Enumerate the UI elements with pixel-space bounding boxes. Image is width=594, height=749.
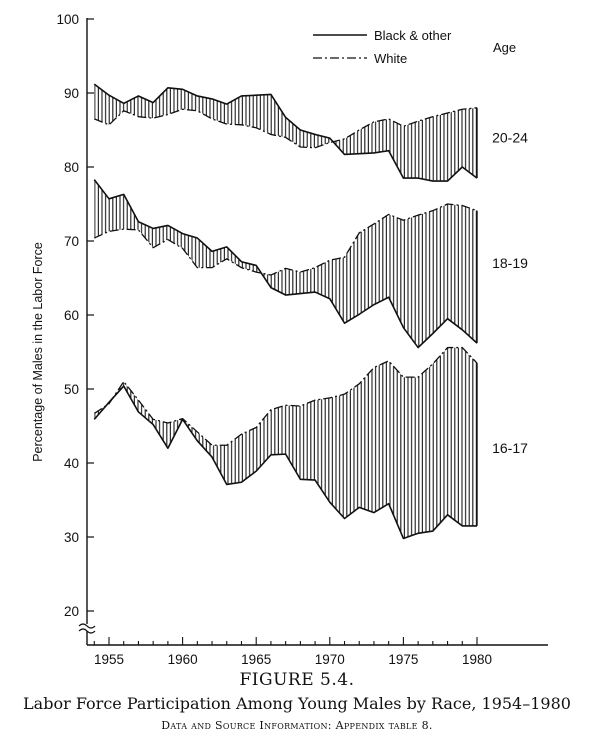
y-tick-label: 80 <box>64 160 79 175</box>
y-tick-label: 40 <box>64 456 79 471</box>
x-tick-label: 1960 <box>168 652 198 665</box>
gap-hatch-18-19 <box>94 179 478 348</box>
white-line-20-24 <box>94 107 478 149</box>
black-line-20-24 <box>93 83 478 182</box>
age-label: 18-19 <box>492 255 528 271</box>
x-ticks: 1955 1960 1965 1970 1975 1980 <box>93 637 492 665</box>
legend-white-label: White <box>374 51 407 66</box>
axis-break-wave-bottom <box>78 628 96 634</box>
black-line-16-17 <box>93 385 477 540</box>
y-tick-label: 100 <box>56 12 79 27</box>
series-lines-layer <box>93 83 478 540</box>
axis-break-wave-top <box>78 623 96 629</box>
x-tick-label: 1980 <box>462 652 492 665</box>
x-tick-label: 1970 <box>315 652 345 665</box>
y-tick-label: 30 <box>64 530 79 545</box>
age-group-labels: 20-24 18-19 16-17 <box>492 129 528 456</box>
y-tick-label: 90 <box>64 86 79 101</box>
white-line-18-19 <box>94 203 478 276</box>
axis-break-mark <box>78 623 96 634</box>
y-ticks: 20 30 40 50 60 70 80 90 100 <box>56 12 94 619</box>
legend-black-label: Black & other <box>374 28 452 43</box>
x-tick-label: 1965 <box>241 652 271 665</box>
axis-break-gap <box>79 624 95 631</box>
gap-hatch-20-24 <box>94 84 478 182</box>
y-tick-label: 70 <box>64 234 79 249</box>
age-label: 16-17 <box>492 440 528 456</box>
x-tick-label: 1955 <box>94 652 124 665</box>
figure-source: Data and Source Information: Appendix ta… <box>161 719 433 732</box>
y-tick-label: 60 <box>64 308 79 323</box>
legend: Black & other White Age <box>313 28 516 66</box>
black-line-18-19 <box>93 179 478 349</box>
age-label: 20-24 <box>492 129 528 145</box>
white-line-16-17 <box>93 346 478 446</box>
figure-label: FIGURE 5.4. <box>239 670 355 690</box>
labor-force-chart: 20 30 40 50 60 70 80 90 100 1955 1960 1965 1970 1975… <box>31 12 548 665</box>
gap-hatch-16-17 <box>94 347 478 539</box>
legend-age-header: Age <box>493 40 516 55</box>
y-tick-label: 50 <box>64 382 79 397</box>
x-tick-label: 1975 <box>388 652 418 665</box>
y-axis-label: Percentage of Males in the Labor Force <box>31 242 45 462</box>
figure-title: Labor Force Participation Among Young Ma… <box>23 694 571 713</box>
y-tick-label: 20 <box>64 604 79 619</box>
axes: 20 30 40 50 60 70 80 90 100 1955 1960 1965 1970 1975… <box>56 12 548 665</box>
gap-hatch-layer <box>94 84 478 539</box>
